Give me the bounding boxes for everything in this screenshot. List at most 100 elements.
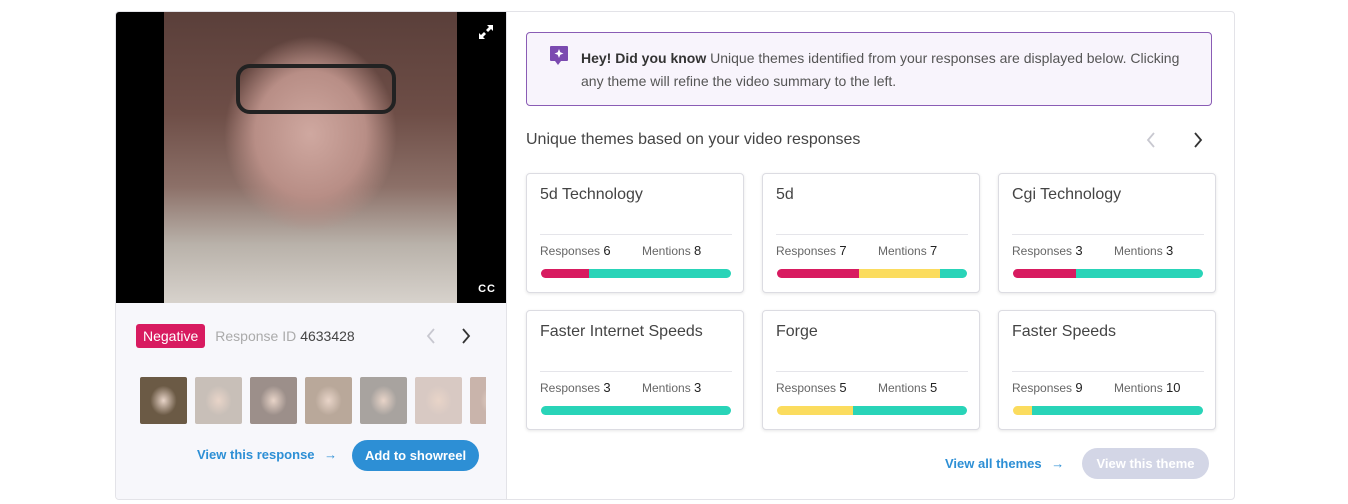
add-to-showreel-button[interactable]: Add to showreel	[352, 440, 479, 471]
prev-response-button[interactable]	[420, 325, 442, 347]
positive-segment	[940, 269, 967, 278]
theme-card[interactable]: Cgi Technology Responses 3 Mentions 3	[998, 173, 1216, 293]
positive-segment	[1032, 406, 1203, 415]
tip-heading: Hey! Did you know	[581, 50, 707, 66]
response-thumbnail[interactable]	[140, 377, 187, 424]
theme-stats: Responses 6 Mentions 8	[540, 243, 732, 258]
responses-count: 3	[603, 380, 611, 395]
theme-card[interactable]: Faster Speeds Responses 9 Mentions 10	[998, 310, 1216, 430]
mentions-count: 7	[930, 243, 938, 258]
chevron-left-icon	[1146, 132, 1155, 148]
closed-captions-button[interactable]: CC	[478, 283, 496, 295]
theme-name: 5d Technology	[540, 186, 643, 203]
theme-divider	[776, 371, 968, 372]
mentions-label: Mentions	[642, 381, 691, 395]
next-themes-button[interactable]	[1187, 129, 1209, 151]
sentiment-bar	[777, 269, 967, 278]
video-panel: CC Negative Response ID 4633428 View thi…	[116, 12, 507, 499]
responses-label: Responses	[776, 244, 837, 258]
positive-segment	[541, 406, 731, 415]
prev-themes-button[interactable]	[1140, 129, 1162, 151]
neutral-segment	[777, 406, 853, 415]
mentions-label: Mentions	[878, 381, 927, 395]
expand-diagonal-icon[interactable]	[478, 24, 494, 40]
did-you-know-tip: Hey! Did you know Unique themes identifi…	[526, 32, 1212, 106]
theme-name: Faster Speeds	[1012, 323, 1117, 340]
theme-actions: View all themes → View this theme	[507, 448, 1234, 479]
sentiment-bar	[777, 406, 967, 415]
theme-stats: Responses 7 Mentions 7	[776, 243, 968, 258]
theme-name: Cgi Technology	[1012, 186, 1122, 203]
response-id-value: 4633428	[300, 328, 355, 344]
negative-segment	[777, 269, 859, 278]
responses-count: 6	[603, 243, 611, 258]
mentions-label: Mentions	[878, 244, 927, 258]
response-thumbnail[interactable]	[415, 377, 462, 424]
theme-stats: Responses 3 Mentions 3	[540, 380, 732, 395]
view-response-label: View this response	[197, 447, 315, 462]
response-thumbnails	[140, 377, 486, 424]
sentiment-bar	[541, 406, 731, 415]
mentions-count: 3	[1166, 243, 1174, 258]
theme-card[interactable]: Forge Responses 5 Mentions 5	[762, 310, 980, 430]
mentions-count: 10	[1166, 380, 1181, 395]
theme-divider	[540, 371, 732, 372]
themes-panel: Hey! Did you know Unique themes identifi…	[507, 12, 1234, 499]
positive-segment	[588, 269, 731, 278]
sentiment-badge: Negative	[136, 324, 206, 348]
negative-segment	[1013, 269, 1076, 278]
responses-label: Responses	[1012, 381, 1073, 395]
sentiment-bar	[541, 269, 731, 278]
response-thumbnail[interactable]	[195, 377, 242, 424]
theme-name: 5d	[776, 186, 794, 203]
sentiment-bar	[1013, 269, 1203, 278]
response-thumbnail[interactable]	[305, 377, 352, 424]
mentions-label: Mentions	[642, 244, 691, 258]
mentions-count: 8	[694, 243, 702, 258]
response-thumbnail[interactable]	[470, 377, 486, 424]
responses-count: 3	[1075, 243, 1083, 258]
theme-name: Forge	[776, 323, 818, 340]
neutral-segment	[858, 269, 941, 278]
sentiment-bar	[1013, 406, 1203, 415]
mentions-count: 3	[694, 380, 702, 395]
response-thumbnail[interactable]	[360, 377, 407, 424]
theme-divider	[1012, 234, 1204, 235]
theme-divider	[540, 234, 732, 235]
response-actions: View this response → Add to showreel	[116, 440, 506, 472]
theme-stats: Responses 3 Mentions 3	[1012, 243, 1204, 258]
arrow-right-icon: →	[1051, 456, 1065, 471]
response-meta: Negative Response ID 4633428	[136, 323, 486, 349]
theme-name: Faster Internet Speeds	[540, 323, 703, 340]
response-id-label: Response ID	[215, 328, 297, 344]
tip-body: Unique themes identified from your respo…	[581, 50, 1180, 89]
video-player[interactable]: CC	[116, 12, 506, 303]
themes-title: Unique themes based on your video respon…	[526, 131, 861, 148]
mentions-label: Mentions	[1114, 381, 1163, 395]
sparkle-chat-icon	[550, 46, 568, 65]
theme-card[interactable]: 5d Responses 7 Mentions 7	[762, 173, 980, 293]
next-response-button[interactable]	[455, 325, 477, 347]
arrow-right-icon: →	[324, 447, 338, 462]
theme-stats: Responses 5 Mentions 5	[776, 380, 968, 395]
theme-divider	[776, 234, 968, 235]
responses-label: Responses	[776, 381, 837, 395]
video-frame	[164, 12, 457, 303]
response-thumbnail[interactable]	[250, 377, 297, 424]
tip-text: Hey! Did you know Unique themes identifi…	[581, 47, 1201, 93]
negative-segment	[541, 269, 589, 278]
chevron-right-icon	[1194, 132, 1203, 148]
video-subject	[236, 64, 396, 114]
theme-card[interactable]: 5d Technology Responses 6 Mentions 8	[526, 173, 744, 293]
theme-card[interactable]: Faster Internet Speeds Responses 3 Mention…	[526, 310, 744, 430]
view-all-themes-label: View all themes	[945, 456, 1042, 471]
responses-label: Responses	[540, 244, 601, 258]
responses-count: 7	[839, 243, 847, 258]
positive-segment	[1075, 269, 1203, 278]
theme-divider	[1012, 371, 1204, 372]
mentions-label: Mentions	[1114, 244, 1163, 258]
view-response-link[interactable]: View this response →	[197, 447, 337, 462]
view-all-themes-link[interactable]: View all themes →	[945, 456, 1064, 471]
view-theme-button: View this theme	[1082, 448, 1209, 479]
neutral-segment	[1013, 406, 1032, 415]
